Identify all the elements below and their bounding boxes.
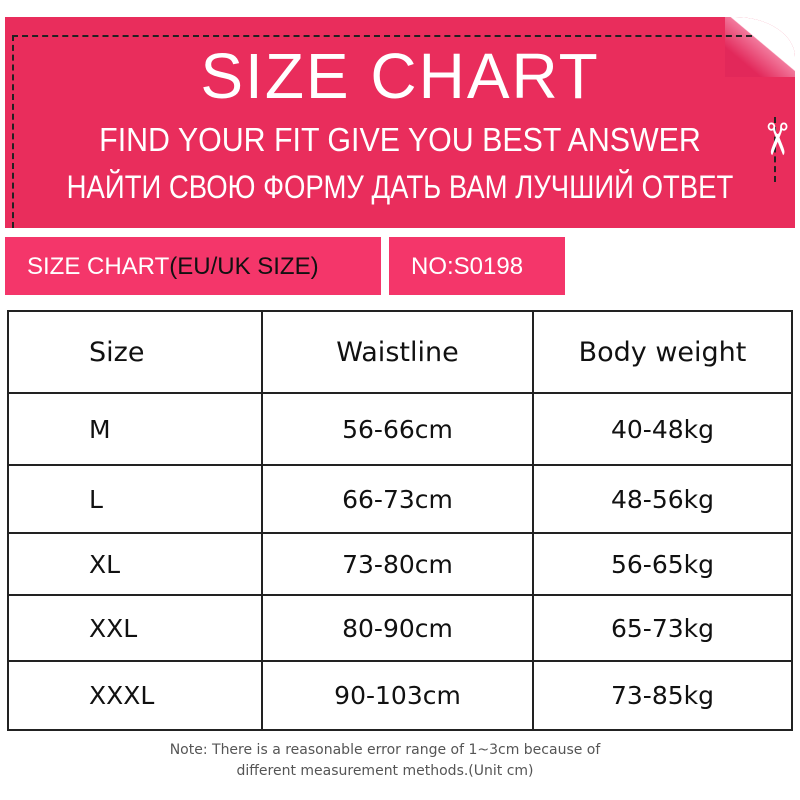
cell-waistline: 73-80cm: [261, 532, 534, 596]
dashed-cut-line: [12, 35, 752, 37]
note-line: different measurement methods.(Unit cm): [236, 763, 534, 779]
table-row: XXL 80-90cm 65-73kg: [7, 594, 793, 662]
table-row: L 66-73cm 48-56kg: [7, 464, 793, 534]
dashed-cut-line: [12, 35, 14, 228]
size-table: Size Waistline Body weight M 56-66cm 40-…: [7, 310, 793, 731]
cell-body-weight: 56-65kg: [532, 532, 793, 596]
table-row: XXXL 90-103cm 73-85kg: [7, 660, 793, 731]
table-row: M 56-66cm 40-48kg: [7, 392, 793, 466]
subtitle-english: FIND YOUR FIT GIVE YOU BEST ANSWER: [99, 121, 701, 158]
table-row: XL 73-80cm 56-65kg: [7, 532, 793, 596]
table-header-row: Size Waistline Body weight: [7, 310, 793, 394]
header-size: Size: [7, 310, 263, 394]
product-number-label: NO:S0198: [389, 237, 565, 295]
cell-waistline: 90-103cm: [261, 660, 534, 731]
header-body-weight: Body weight: [532, 310, 793, 394]
header-banner: ✂ SIZE CHART FIND YOUR FIT GIVE YOU BEST…: [5, 17, 800, 228]
cell-size: XXL: [7, 594, 263, 662]
size-chart-text: SIZE CHART: [27, 253, 170, 280]
cell-waistline: 80-90cm: [261, 594, 534, 662]
measurement-note: Note: There is a reasonable error range …: [0, 740, 770, 782]
cell-body-weight: 73-85kg: [532, 660, 793, 731]
subtitle-russian: НАЙТИ СВОЮ ФОРМУ ДАТЬ ВАМ ЛУЧШИЙ ОТВЕТ: [66, 169, 734, 205]
cell-body-weight: 65-73kg: [532, 594, 793, 662]
dashed-cut-line: [774, 117, 776, 182]
cell-size: L: [7, 464, 263, 534]
cell-waistline: 66-73cm: [261, 464, 534, 534]
size-chart-label: SIZE CHART(EU/UK SIZE): [5, 237, 381, 295]
page-title: SIZE CHART: [200, 40, 600, 112]
cell-body-weight: 40-48kg: [532, 392, 793, 466]
cell-size: XXXL: [7, 660, 263, 731]
note-line: Note: There is a reasonable error range …: [169, 742, 601, 758]
cell-size: M: [7, 392, 263, 466]
cell-waistline: 56-66cm: [261, 392, 534, 466]
size-region-text: (EU/UK SIZE): [169, 253, 319, 280]
header-waistline: Waistline: [261, 310, 534, 394]
cell-size: XL: [7, 532, 263, 596]
cell-body-weight: 48-56kg: [532, 464, 793, 534]
